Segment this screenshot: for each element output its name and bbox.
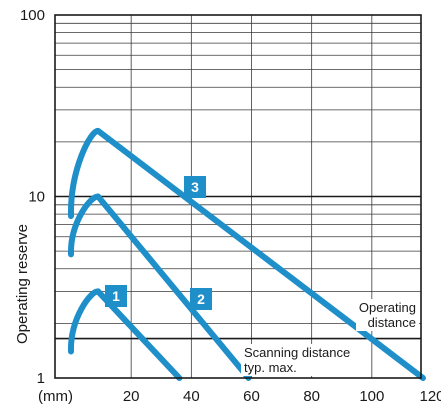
series-badge-3	[184, 176, 206, 198]
operating-distance-label-1: Operating	[359, 300, 416, 315]
y-tick-label: 1	[37, 370, 45, 387]
x-tick-label: 80	[303, 388, 320, 405]
operating-distance-label-2: distance	[368, 315, 416, 330]
series-badge-label-3: 3	[191, 179, 199, 195]
x-tick-label: 20	[123, 388, 140, 405]
x-tick-label: 40	[183, 388, 200, 405]
y-axis-label: Operating reserve	[14, 224, 31, 344]
series-badge-label-1: 1	[112, 288, 120, 304]
x-tick-label: 60	[243, 388, 260, 405]
series-badge-label-2: 2	[197, 291, 205, 307]
scanning-distance-label-2: typ. max.	[244, 360, 297, 375]
y-tick-label: 100	[20, 7, 45, 24]
y-tick-label: 10	[28, 189, 45, 206]
series-curve-2	[67, 193, 252, 381]
x-tick-label: 120	[419, 388, 441, 405]
series-curve-1	[67, 288, 183, 381]
series-badge-2	[190, 288, 212, 310]
series-badge-1	[105, 285, 127, 307]
series-curve-3	[67, 127, 426, 381]
scanning-distance-label-1: Scanning distance	[244, 345, 350, 360]
x-tick-labels: 20 40 60 80 100 120	[123, 388, 441, 405]
operating-distance-backdrop	[356, 299, 419, 331]
scanning-distance-backdrop	[241, 344, 359, 376]
x-tick-label: 100	[359, 388, 384, 405]
curves	[67, 127, 426, 381]
y-tick-labels: 1 10 100	[20, 7, 45, 387]
x-unit-label: (mm)	[38, 388, 73, 405]
plot-frame	[54, 14, 422, 379]
series-badges: 1 2 3	[105, 176, 212, 310]
